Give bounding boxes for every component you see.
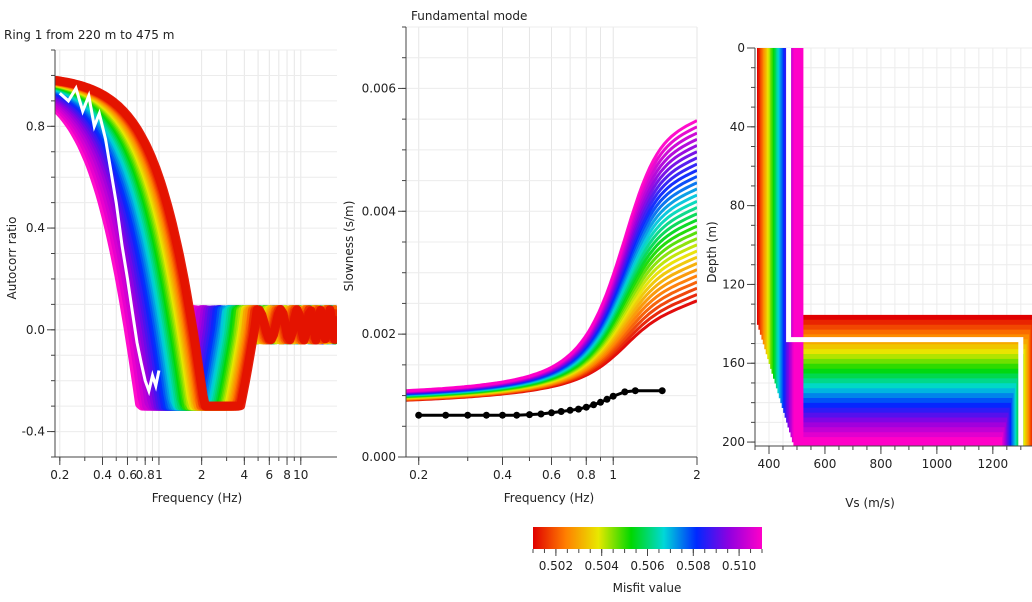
measured-point [590, 401, 598, 409]
colorbar-label: Misfit value [613, 581, 682, 595]
x-tick-label: 2 [198, 468, 206, 482]
panel-dispersion: Fundamental mode 0.000 0.002 0.004 0.006 0.2… [342, 9, 701, 505]
panel1-axes: 0.80.40.0-0.40.2 0.4 0.60.8 1 2 4 6 8 10 [22, 49, 337, 482]
y-tick-label: 0.0 [26, 323, 45, 337]
measured-point [575, 405, 582, 413]
model-profile [793, 48, 1002, 446]
x-tick-label: 6 [266, 468, 274, 482]
x-tick-label: 0.2 [50, 468, 69, 482]
measured-point [442, 411, 450, 419]
x-tick-label: 0.4 [93, 468, 112, 482]
colorbar-ticks: 0.502 0.504 0.506 0.508 0.510 [532, 549, 763, 573]
measured-point [566, 406, 574, 414]
x-tick-label: 0.6 [542, 468, 561, 482]
x-tick-label: 0.2 [409, 468, 428, 482]
panel1-title: Ring 1 from 220 m to 475 m [4, 28, 174, 42]
measured-point [658, 387, 666, 395]
colorbar-tick-label: 0.506 [630, 559, 664, 573]
x-tick-label: 2 [693, 468, 701, 482]
best-profile [786, 48, 1024, 446]
panel2-plot-area [406, 119, 697, 419]
y-tick-label: 200 [722, 435, 745, 449]
measured-point [631, 387, 639, 395]
measured-point [621, 388, 629, 396]
measured-point [603, 395, 611, 403]
panel3-ylabel: Depth (m) [705, 221, 719, 282]
colorbar-tick-label: 0.510 [722, 559, 756, 573]
x-tick-label: 0.4 [493, 468, 512, 482]
measured-point [513, 411, 521, 419]
panel1-curves [55, 75, 337, 411]
measured-curve [58, 84, 161, 397]
model-curve [55, 75, 337, 411]
measured-point [548, 409, 555, 417]
x-tick-label: 400 [758, 457, 781, 471]
colorbar-gradient [533, 527, 762, 549]
y-tick-label: 120 [722, 277, 745, 291]
x-tick-label: 1200 [978, 457, 1009, 471]
panel3-xlabel: Vs (m/s) [845, 496, 895, 510]
measured-point [609, 392, 617, 400]
panel3-profiles [757, 48, 1032, 446]
x-tick-label: 0.8 [136, 468, 155, 482]
panel3-plot-area [757, 48, 1032, 446]
panel2-title: Fundamental mode [411, 9, 527, 23]
y-tick-label: 80 [730, 199, 745, 213]
measured-point [537, 410, 545, 418]
measured-point [464, 411, 472, 419]
x-tick-label: 10 [293, 468, 308, 482]
colorbar-tick-label: 0.502 [539, 559, 573, 573]
panel2-axes: 0.000 0.002 0.004 0.006 0.2 0.4 0.6 0.8 1 2 [362, 26, 701, 482]
y-tick-label: 0.000 [362, 450, 396, 464]
x-tick-label: 0.8 [577, 468, 596, 482]
x-tick-label: 800 [869, 457, 892, 471]
panel2-xlabel: Frequency (Hz) [504, 491, 595, 505]
x-tick-label: 600 [813, 457, 836, 471]
y-tick-label: 0.002 [362, 327, 396, 341]
x-tick-label: 0.6 [118, 468, 137, 482]
panel1-grid [55, 49, 337, 458]
y-tick-label: 0 [737, 41, 745, 55]
colorbar: 0.502 0.504 0.506 0.508 0.510 Misfit value [532, 527, 763, 595]
panel1-plot-area [55, 75, 337, 411]
panel1-ylabel: Autocorr ratio [5, 217, 19, 300]
y-tick-label: 40 [730, 120, 745, 134]
colorbar-tick-label: 0.508 [676, 559, 710, 573]
y-tick-label: 0.4 [26, 221, 45, 235]
y-tick-label: -0.4 [22, 425, 45, 439]
panel2-curves [406, 119, 697, 419]
model-profile [777, 48, 1017, 446]
colorbar-tick-label: 0.504 [585, 559, 619, 573]
y-tick-label: 0.006 [362, 81, 396, 95]
measured-point [482, 411, 490, 419]
measured-point [557, 408, 565, 415]
measured-point [526, 411, 533, 419]
panel3-axes: 0 40 80 120 160 200 400 600 800 1000 1200 [722, 41, 1032, 471]
panel1-xlabel: Frequency (Hz) [152, 491, 243, 505]
x-tick-label: 4 [241, 468, 249, 482]
x-tick-label: 8 [283, 468, 291, 482]
panel2-ylabel: Slowness (s/m) [342, 201, 356, 292]
y-tick-label: 160 [722, 356, 745, 370]
colorbar-bar [533, 527, 762, 549]
measured-point [597, 398, 604, 406]
panel-autocorr: Ring 1 from 220 m to 475 m 0.8 0.4 0.0 -0.4… [4, 28, 337, 505]
measured-point [499, 411, 506, 419]
x-tick-label: 1 [155, 468, 163, 482]
x-tick-label: 1 [609, 468, 617, 482]
panel-vs-profile: 0 40 80 120 160 200 400 600 800 1000 1200 Vs (m/s)… [705, 41, 1032, 510]
x-tick-label: 1000 [922, 457, 953, 471]
measured-point [415, 411, 423, 419]
model-curve [406, 119, 697, 393]
measured-point [582, 403, 590, 411]
y-tick-label: 0.8 [26, 119, 45, 133]
y-tick-label: 0.004 [362, 204, 396, 218]
